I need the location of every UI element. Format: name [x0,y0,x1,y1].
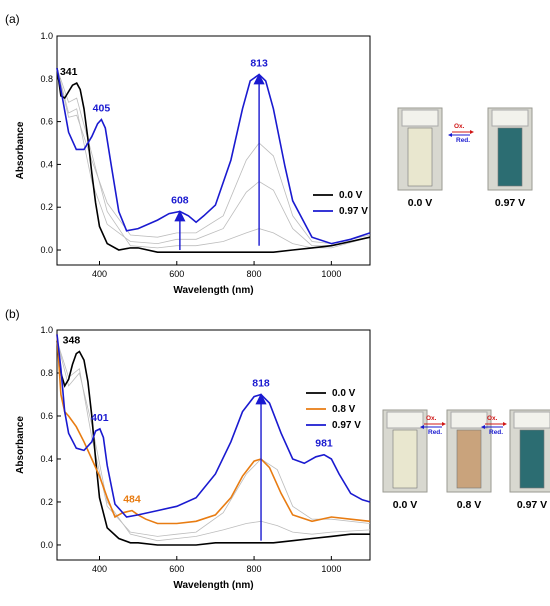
y-tick-label: 0.4 [40,454,53,464]
cuvette-cap [491,109,529,127]
x-axis-title: Wavelength (nm) [173,285,253,296]
cuvette-solution [456,429,482,489]
y-axis-title: Absorbance [15,121,26,179]
intermediate-scan-line [56,340,371,542]
cuvette-cap [386,411,424,429]
y-tick-label: 0.8 [40,74,53,84]
cuvette-solution [407,127,433,187]
cuvette-solution [497,127,523,187]
panel-label: (a) [5,12,20,26]
red-label: Red. [428,429,442,436]
y-tick-label: 0.2 [40,202,53,212]
y-tick-label: 0.4 [40,159,53,169]
x-tick-label: 800 [247,564,262,574]
legend-label: 0.8 V [332,404,356,415]
cuvette-cap [513,411,550,429]
chart-panel-b: (b) 0.0 0.2 0.4 0.6 0.8 1.0 400 600 800 1000 Wavele… [5,307,550,591]
ox-label: Ox. [487,415,498,422]
x-axis-title: Wavelength (nm) [173,580,253,591]
peak-label: 341 [60,66,78,78]
peak-label: 348 [63,334,81,346]
peak-label: 818 [252,377,270,389]
cuvette-potential-label: 0.0 V [408,197,433,209]
peak-label: 405 [93,102,111,114]
series-line-0-97-V [56,67,371,245]
cuvette-photo: 0.0 V [397,107,443,209]
y-tick-label: 1.0 [40,31,53,41]
chart-panel-a: (a) 0.0 0.2 0.4 0.6 0.8 1.0 400 600 800 1000 Wavele… [5,12,533,296]
cuvette-photo: 0.97 V [487,107,533,209]
ox-arrow-head [503,422,507,426]
cuvette-potential-label: 0.0 V [393,499,418,511]
cuvette-photo: 0.0 V [382,409,428,511]
y-tick-label: 0.0 [40,540,53,550]
series-line-0-97-V [56,334,371,518]
redox-arrows: Ox. Red. [448,123,474,144]
cuvette-potential-label: 0.8 V [457,499,482,511]
red-arrow-head [481,425,485,429]
legend-label: 0.0 V [332,388,356,399]
red-arrow-head [420,425,424,429]
series-line-0-0-V [56,340,370,546]
peak-label: 981 [315,438,333,450]
panel-label: (b) [5,307,20,321]
cuvette-solution [519,429,545,489]
intermediate-scan-line [56,67,371,249]
red-label: Red. [456,137,470,144]
legend-label: 0.97 V [339,206,368,217]
cuvette-photo: 0.97 V [509,409,550,511]
red-label: Red. [489,429,503,436]
cuvette-solution [392,429,418,489]
legend-label: 0.0 V [339,190,363,201]
plot-frame [56,35,371,266]
ox-label: Ox. [426,415,437,422]
cuvette-potential-label: 0.97 V [495,197,525,209]
intermediate-scan-line [56,340,371,537]
y-axis-title: Absorbance [15,416,26,474]
peak-label: 608 [171,194,189,206]
cuvette-photo: 0.8 V [446,409,492,511]
ox-label: Ox. [454,123,465,130]
ox-arrow-head [442,422,446,426]
x-tick-label: 400 [92,269,107,279]
ox-arrow-head [470,130,474,134]
y-tick-label: 1.0 [40,325,53,335]
red-arrow-head [448,133,452,137]
cuvette-cap [450,411,488,429]
series-line-0-8-V [56,334,371,525]
series-line-0-0-V [56,67,371,253]
x-tick-label: 600 [169,269,184,279]
x-tick-label: 600 [169,564,184,574]
redox-arrows: Ox. Red. [481,415,507,436]
peak-label: 401 [91,412,109,424]
y-tick-label: 0.8 [40,368,53,378]
cuvette-cap [401,109,439,127]
x-tick-label: 1000 [321,564,341,574]
plot-frame [56,329,371,561]
y-tick-label: 0.6 [40,411,53,421]
intermediate-scan-line [56,68,371,245]
intermediate-scan-line [56,67,371,247]
y-tick-label: 0.2 [40,497,53,507]
cuvette-potential-label: 0.97 V [517,499,547,511]
y-tick-label: 0.6 [40,117,53,127]
x-tick-label: 400 [92,564,107,574]
peak-label: 813 [250,58,268,70]
legend-label: 0.97 V [332,420,361,431]
peak-label: 484 [123,494,141,506]
x-tick-label: 800 [247,269,262,279]
redox-arrows: Ox. Red. [420,415,446,436]
y-tick-label: 0.0 [40,245,53,255]
x-tick-label: 1000 [321,269,341,279]
